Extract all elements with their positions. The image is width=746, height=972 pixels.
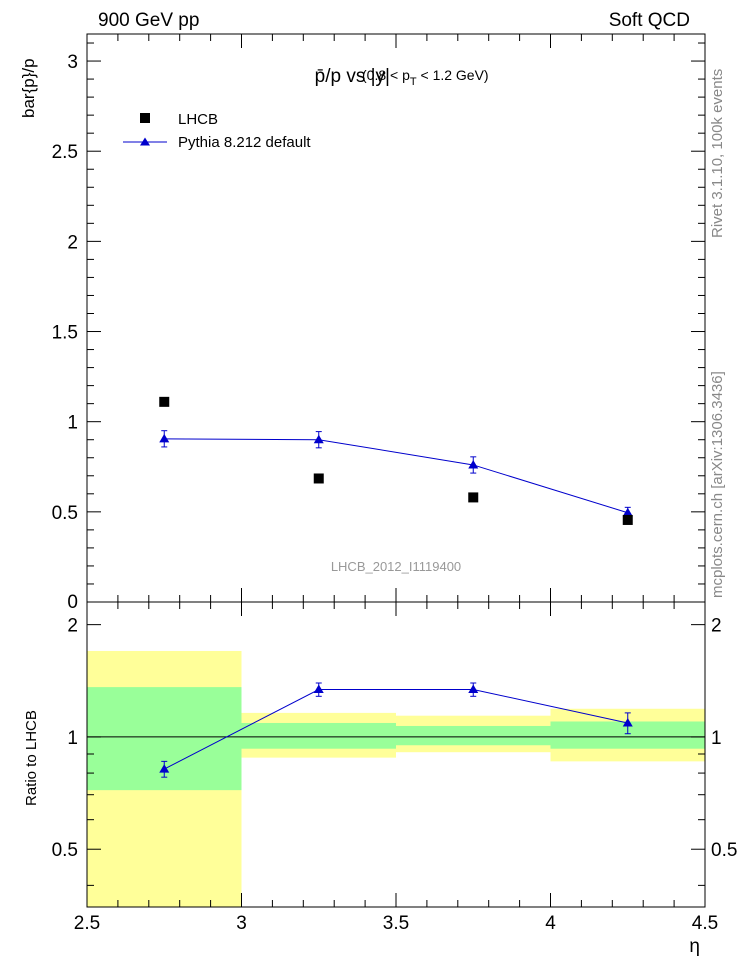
ratio-point xyxy=(159,764,170,773)
uncertainty-band-inner xyxy=(241,722,396,749)
mc-line xyxy=(164,438,628,514)
y-axis-label: bar{p}/p xyxy=(19,58,38,118)
ratio-ytick-labels: 0.5 0.5 1 1 2 2 xyxy=(52,616,738,862)
ratio-y-tick-label: 1 xyxy=(67,728,78,749)
y-tick-label: 2.5 xyxy=(52,142,78,163)
data-point xyxy=(622,514,633,525)
subtitle-sub: T xyxy=(410,76,417,88)
mcplots-label: mcplots.cern.ch [arXiv:1306.3436] xyxy=(709,371,726,598)
x-tick-label: 3.5 xyxy=(383,913,409,934)
main-marks xyxy=(159,396,633,525)
legend-lhcb-marker xyxy=(140,113,150,123)
mc-point xyxy=(159,433,170,443)
chart-title: p̄/p vs |y| xyxy=(315,66,390,87)
header-left: 900 GeV pp xyxy=(98,10,199,31)
main-ytick-labels: 0.5 1 1.5 2 2.5 3 0 xyxy=(52,52,78,613)
ratio-bands xyxy=(87,650,705,907)
mc-point xyxy=(468,459,479,469)
data-point xyxy=(159,396,170,407)
ratio-y-tick-label-right: 2 xyxy=(711,616,722,637)
legend-pythia-marker xyxy=(140,137,150,146)
data-point xyxy=(313,473,324,484)
legend: LHCB Pythia 8.212 default xyxy=(123,111,311,151)
x-tick-label: 4.5 xyxy=(692,913,718,934)
mc-point xyxy=(622,507,633,517)
header-right: Soft QCD xyxy=(609,10,690,31)
y-tick-label: 0.5 xyxy=(52,503,78,524)
x-tick-label: 4 xyxy=(545,913,556,934)
legend-lhcb-label: LHCB xyxy=(178,111,218,128)
ratio-panel: 0.5 0.5 1 1 2 2 2.5 3 3.5 4 4.5 Ratio to LHCB η xyxy=(23,601,738,957)
subtitle-pre: (0.8 < p xyxy=(362,67,410,83)
ratio-y-tick-label-right: 0.5 xyxy=(711,840,737,861)
y-tick-label: 3 xyxy=(67,52,78,73)
data-point xyxy=(468,492,479,503)
ratio-xtick-labels: 2.5 3 3.5 4 4.5 xyxy=(74,913,718,934)
y-tick-label: 0 xyxy=(67,592,78,613)
x-tick-label: 3 xyxy=(236,913,247,934)
uncertainty-band-inner xyxy=(396,725,551,746)
x-axis-label: η xyxy=(689,936,700,957)
mc-point xyxy=(313,434,324,444)
chart-subtitle: (0.8 < pT < 1.2 GeV) xyxy=(362,67,489,88)
rivet-label: Rivet 3.1.10, 100k events xyxy=(709,69,726,238)
ratio-marks xyxy=(87,682,705,778)
ratio-ticks xyxy=(86,602,706,907)
subtitle-post: < 1.2 GeV) xyxy=(417,67,489,83)
y-tick-label: 2 xyxy=(67,232,78,253)
main-panel: 0.5 1 1.5 2 2.5 3 0 p̄/p vs |y| (0.8 < pT < 1.… xyxy=(19,33,706,613)
x-tick-label: 2.5 xyxy=(74,913,100,934)
y-tick-label: 1 xyxy=(67,413,78,434)
y-tick-label: 1.5 xyxy=(52,323,78,344)
ratio-y-axis-label: Ratio to LHCB xyxy=(23,710,40,806)
ratio-y-tick-label: 0.5 xyxy=(52,840,78,861)
ratio-y-tick-label-right: 1 xyxy=(711,728,722,749)
ratio-point xyxy=(622,717,633,727)
main-ticks xyxy=(86,34,706,603)
analysis-watermark: LHCB_2012_I1119400 xyxy=(331,559,461,574)
ratio-point xyxy=(468,684,479,694)
ratio-y-tick-label: 2 xyxy=(67,616,78,637)
legend-pythia-label: Pythia 8.212 default xyxy=(178,134,311,151)
ratio-point xyxy=(313,684,324,694)
ratio-mc-line xyxy=(164,689,628,770)
